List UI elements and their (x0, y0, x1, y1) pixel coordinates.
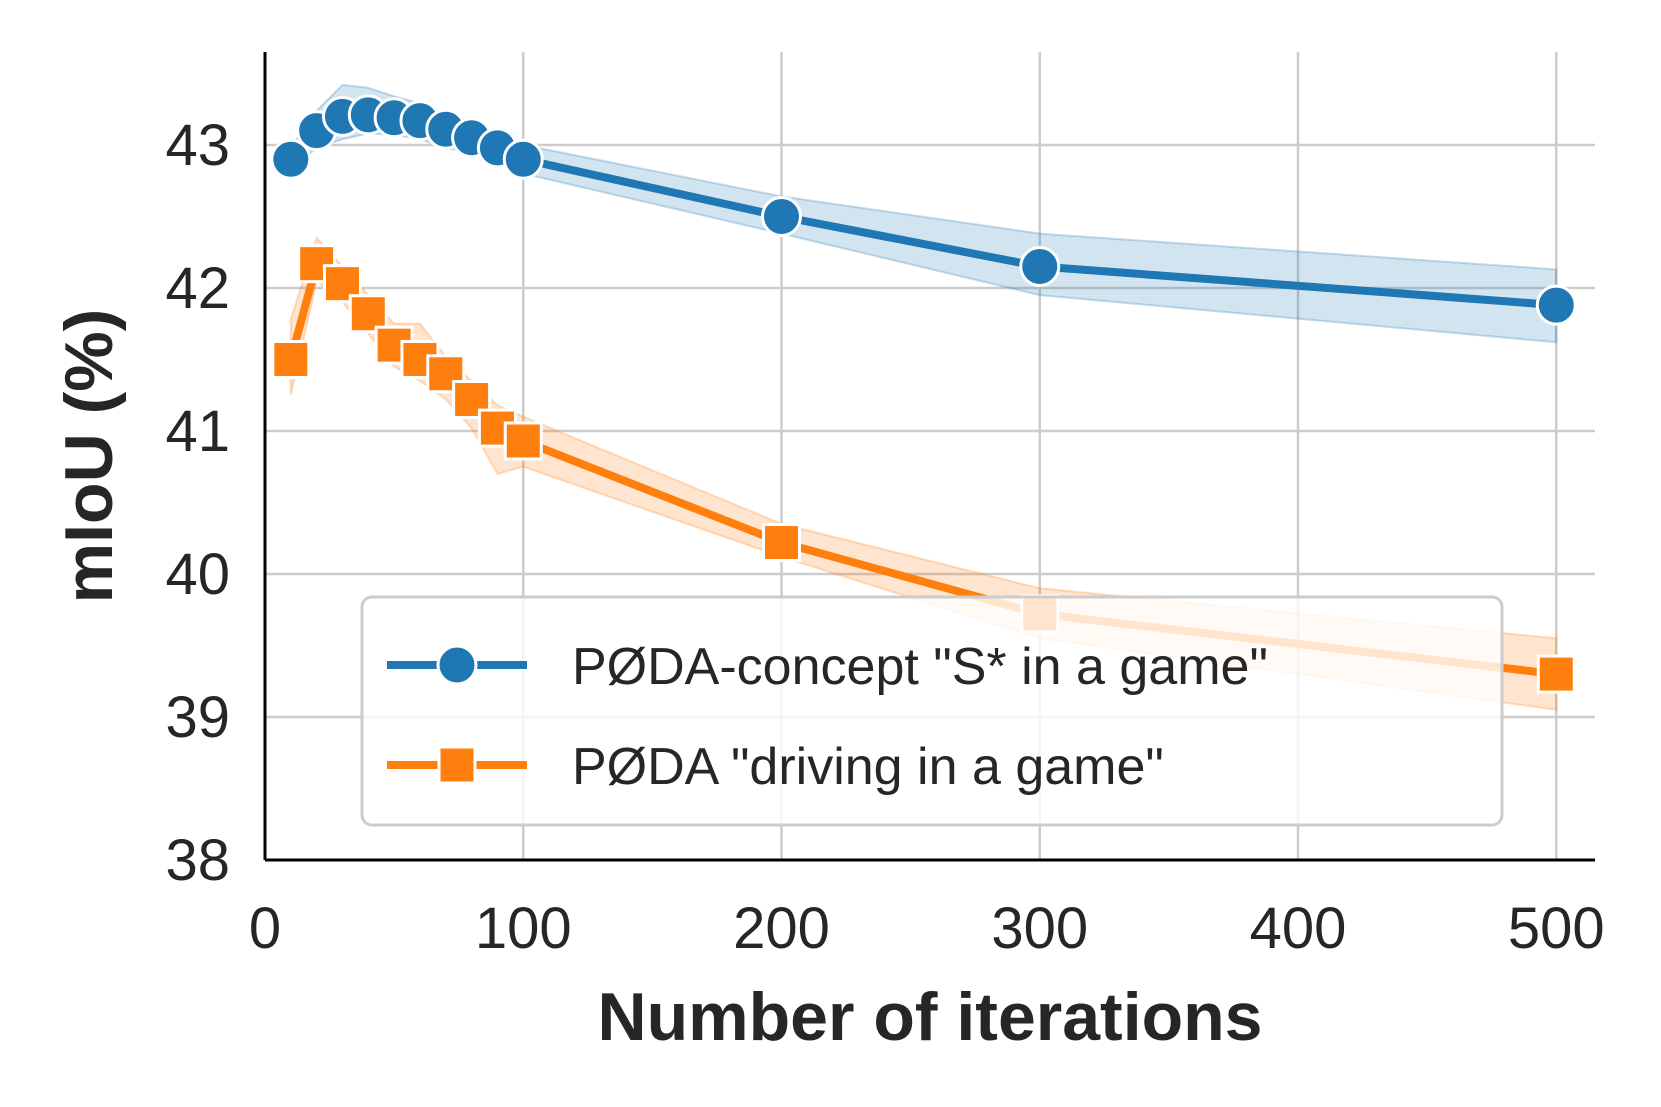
x-tick-label: 0 (249, 896, 281, 961)
y-tick-label: 41 (165, 399, 230, 464)
data-point (1536, 654, 1576, 694)
x-tick-label: 200 (733, 896, 830, 961)
data-point (761, 195, 803, 237)
legend-entries: PØDA-concept "S* in a game" PØDA "driving… (387, 638, 1268, 796)
y-tick-label: 39 (165, 685, 230, 750)
legend-label: PØDA "driving in a game" (572, 738, 1164, 796)
y-tick-label: 40 (165, 542, 230, 607)
data-point (1019, 246, 1061, 288)
x-tick-label: 500 (1508, 896, 1605, 961)
legend-label: PØDA-concept "S* in a game" (572, 638, 1268, 696)
data-point (503, 421, 543, 461)
data-point (1535, 284, 1577, 326)
axes (263, 52, 1595, 862)
x-tick-label: 400 (1250, 896, 1347, 961)
x-tick-label: 100 (475, 896, 572, 961)
legend: PØDA-concept "S* in a game" PØDA "driving… (360, 595, 1504, 827)
y-axis-title: mIoU (%) (51, 309, 127, 604)
legend-box (360, 595, 1504, 827)
y-tick-label: 43 (165, 113, 230, 178)
series-markers (270, 94, 1577, 694)
legend-marker (437, 745, 477, 785)
y-tick-label: 42 (165, 256, 230, 321)
x-tick-label: 300 (991, 896, 1088, 961)
data-point (502, 138, 544, 180)
tick-labels: 0 100 200 300 400 500 38 39 40 41 42 43 (165, 113, 1604, 961)
data-point (271, 339, 311, 379)
data-point (270, 138, 312, 180)
x-axis-title: Number of iterations (598, 979, 1263, 1055)
y-tick-label: 38 (165, 828, 230, 893)
legend-marker (436, 644, 478, 686)
data-point (762, 523, 802, 563)
data-point (322, 264, 362, 304)
